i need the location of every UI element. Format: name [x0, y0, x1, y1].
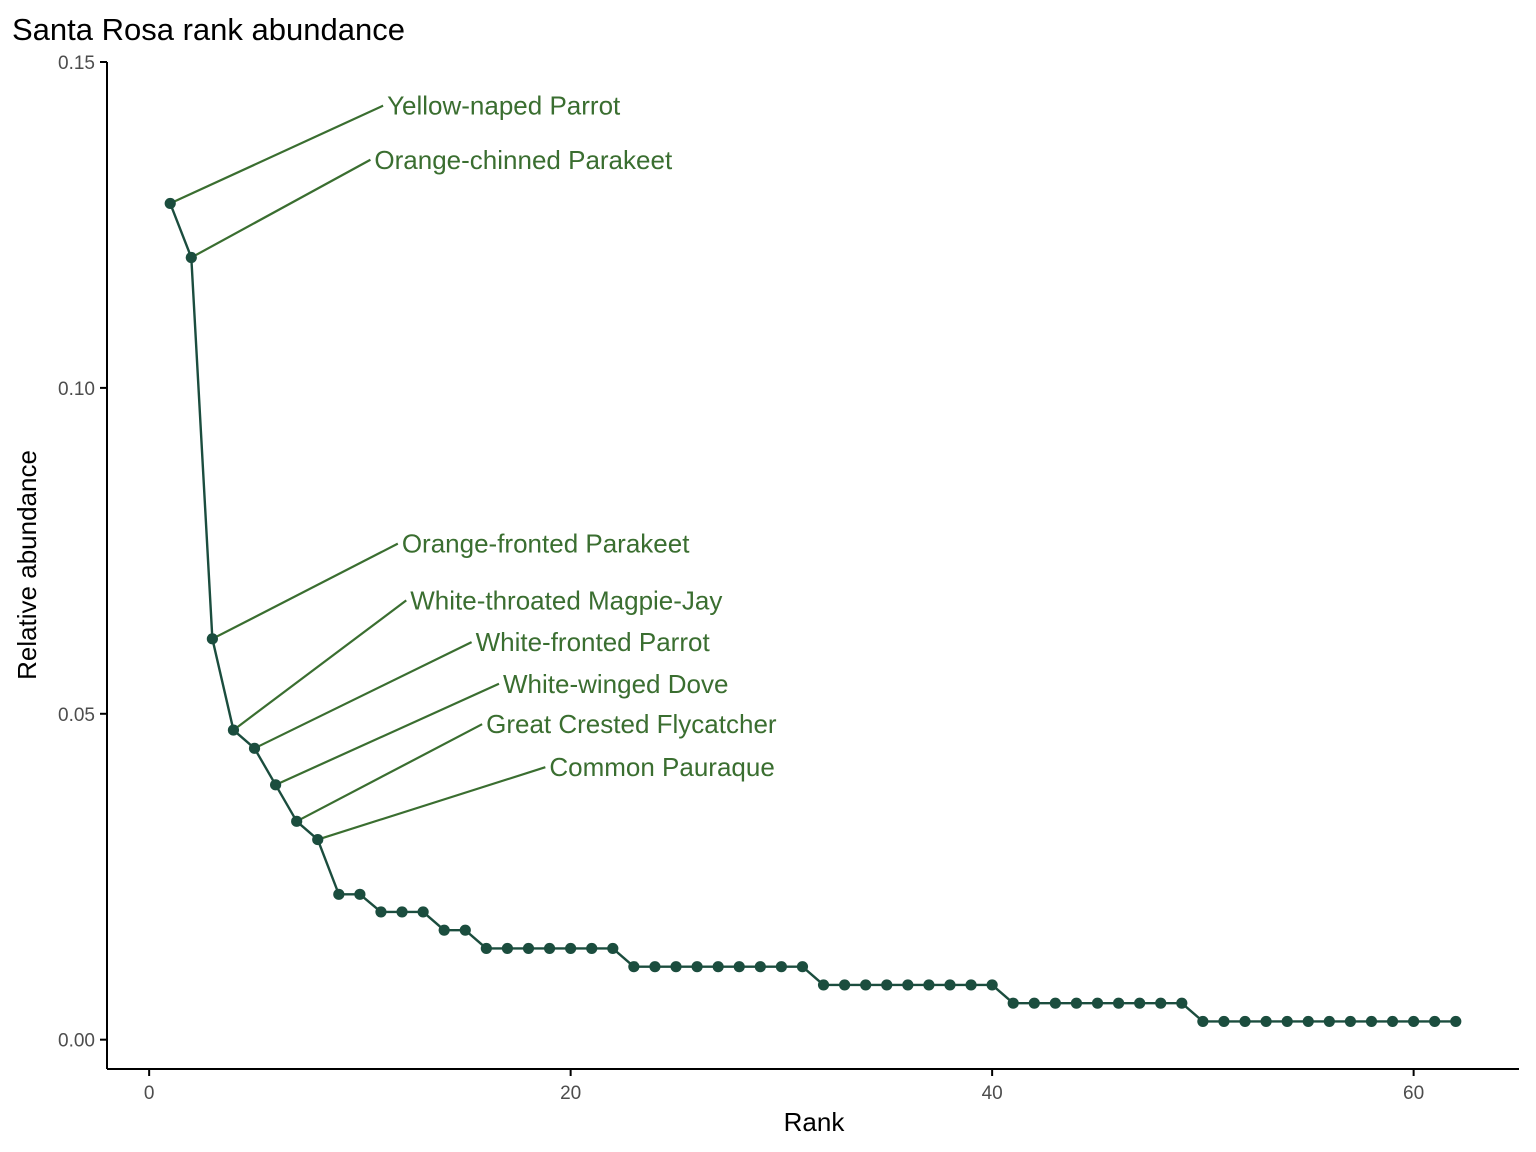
data-point [1218, 1015, 1230, 1028]
data-point [354, 888, 366, 900]
annotation-label: White-fronted Parrot [476, 627, 711, 657]
data-point [1408, 1015, 1420, 1028]
annotation-connector [317, 766, 546, 841]
x-tick-label: 60 [1403, 1083, 1424, 1104]
data-point [923, 979, 935, 991]
data-point [1197, 1015, 1209, 1028]
annotation-label: White-winged Dove [503, 669, 728, 699]
data-point [1450, 1015, 1462, 1028]
data-point [775, 961, 787, 973]
data-point [1260, 1015, 1272, 1028]
annotation-label: Common Pauraque [549, 752, 774, 782]
data-point [291, 815, 303, 827]
data-point [712, 961, 724, 973]
data-point [1155, 997, 1167, 1009]
data-point [902, 979, 914, 991]
data-point [691, 961, 703, 973]
data-point [480, 942, 492, 955]
series-layer [164, 197, 1462, 1028]
data-point [754, 961, 766, 973]
data-point [944, 979, 956, 991]
data-point [733, 961, 745, 973]
data-point [248, 742, 261, 754]
data-point [796, 961, 809, 973]
data-point [185, 251, 197, 264]
data-point [628, 961, 640, 973]
data-point [375, 906, 387, 918]
y-axis-title: Relative abundance [12, 450, 42, 680]
annotation-label: Yellow-naped Parrot [387, 91, 621, 121]
data-point [1112, 997, 1125, 1009]
annotation-connectors [169, 104, 546, 841]
annotation-connector [275, 682, 500, 786]
data-point [1344, 1015, 1357, 1028]
x-axis-title: Rank [784, 1107, 846, 1137]
data-point [206, 633, 218, 645]
data-point [312, 833, 324, 846]
data-point [607, 942, 619, 955]
data-point [817, 979, 830, 991]
y-tick-label: 0.10 [58, 379, 95, 400]
annotation-connector [232, 599, 407, 731]
data-point [1239, 1015, 1251, 1028]
y-tick-label: 0.05 [58, 705, 95, 726]
data-point [881, 979, 893, 991]
data-point [670, 961, 682, 973]
y-tick-label: 0.15 [58, 53, 95, 74]
data-point [1323, 1015, 1335, 1028]
annotation-connector [211, 542, 399, 640]
data-point [1281, 1015, 1293, 1028]
annotation-connector [190, 158, 371, 259]
data-point [860, 979, 872, 991]
x-tick-label: 40 [982, 1083, 1003, 1104]
data-point [438, 924, 450, 936]
data-point [1028, 997, 1040, 1009]
x-tick-label: 20 [560, 1083, 581, 1104]
data-point [649, 961, 661, 973]
chart-title: Santa Rosa rank abundance [12, 12, 405, 47]
data-point [1049, 997, 1061, 1009]
annotation-labels: Yellow-naped Parrot Orange-chinned Parake… [374, 91, 776, 783]
data-point [1365, 1015, 1378, 1028]
annotation-label: Orange-fronted Parakeet [402, 529, 690, 559]
data-point [522, 942, 535, 955]
x-tick-label: 0 [144, 1083, 155, 1104]
data-point [839, 979, 851, 991]
data-point [565, 942, 577, 955]
annotation-connector [296, 723, 483, 823]
data-point [333, 888, 345, 900]
data-point [1091, 997, 1104, 1009]
data-point [1070, 997, 1083, 1009]
data-point [269, 779, 282, 791]
annotation-label: Orange-chinned Parakeet [374, 145, 673, 175]
data-point [501, 942, 514, 955]
data-point [986, 979, 998, 991]
data-point [164, 197, 176, 210]
data-point [1429, 1015, 1441, 1028]
annotation-connector [254, 641, 473, 750]
y-tick-label: 0.00 [58, 1031, 95, 1052]
annotation-label: Great Crested Flycatcher [486, 709, 777, 739]
data-point [1302, 1015, 1314, 1028]
data-point [1386, 1015, 1399, 1028]
annotation-label: White-throated Magpie-Jay [410, 585, 722, 615]
annotation-connector [169, 104, 384, 205]
data-point [417, 906, 429, 918]
data-point [586, 942, 598, 955]
data-point [543, 942, 556, 955]
data-point [965, 979, 977, 991]
data-point [396, 906, 408, 918]
data-point [1134, 997, 1146, 1009]
data-point [459, 924, 471, 936]
data-point [1007, 997, 1019, 1009]
axes: 0 20 40 60 0.00 0.05 0.10 0.15 [58, 53, 1519, 1104]
data-point [227, 724, 240, 736]
data-point [1176, 997, 1188, 1009]
